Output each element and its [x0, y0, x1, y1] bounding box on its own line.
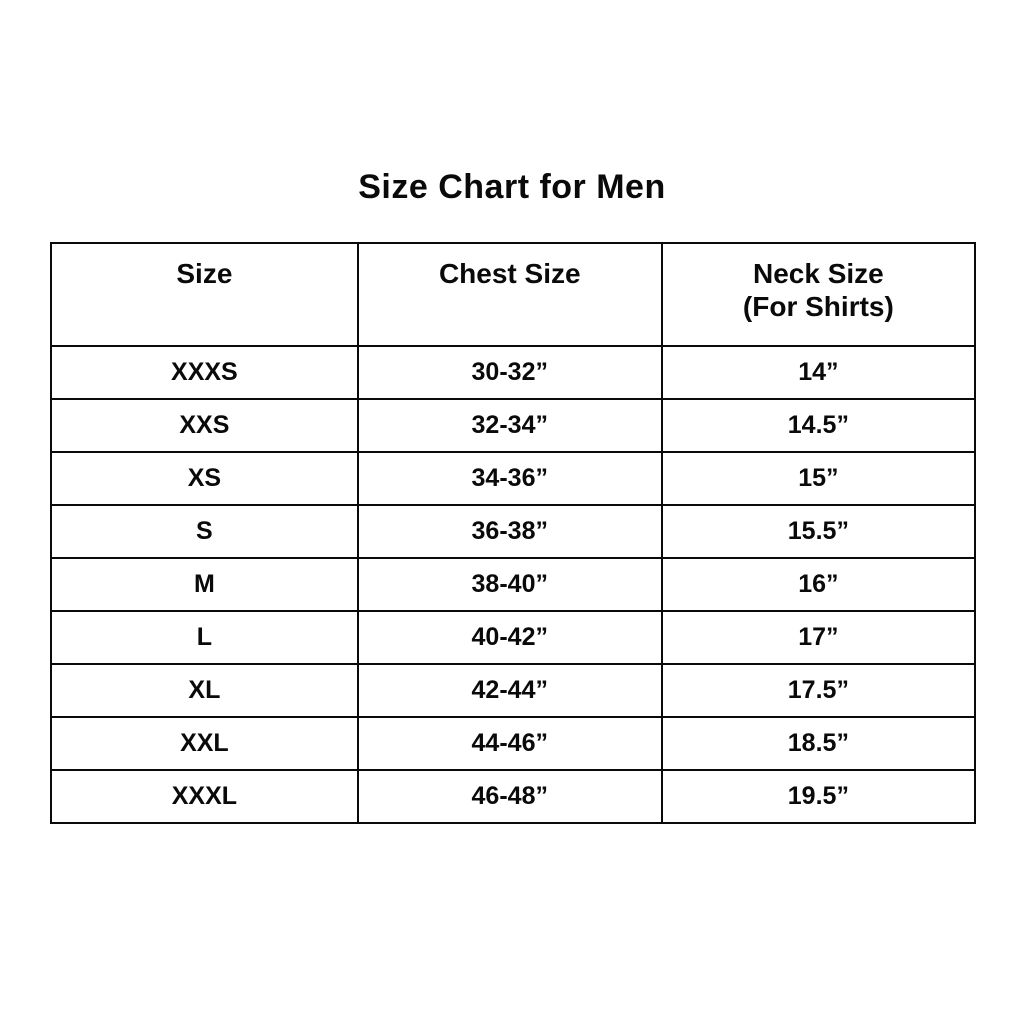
- column-header-size-label: Size: [176, 258, 233, 289]
- size-cell: XS: [50, 451, 359, 506]
- neck-cell: 17”: [660, 610, 977, 665]
- column-header-chest-label: Chest Size: [438, 258, 581, 289]
- column-header-chest: Chest Size: [356, 242, 663, 347]
- chest-cell: 30-32”: [356, 345, 663, 400]
- neck-cell: 14.5”: [660, 398, 977, 453]
- table-row: M 38-40” 16”: [50, 557, 977, 612]
- size-cell: S: [50, 504, 359, 559]
- size-cell: XXL: [50, 716, 359, 771]
- chest-cell: 42-44”: [356, 663, 663, 718]
- chest-cell: 34-36”: [356, 451, 663, 506]
- table-row: S 36-38” 15.5”: [50, 504, 977, 559]
- neck-cell: 15”: [660, 451, 977, 506]
- page-title: Size Chart for Men: [358, 168, 666, 206]
- size-cell: XXS: [50, 398, 359, 453]
- table-row: L 40-42” 17”: [50, 610, 977, 665]
- column-header-neck-note: (For Shirts): [742, 291, 894, 323]
- chest-cell: 44-46”: [356, 716, 663, 771]
- table-row: XXXS 30-32” 14”: [50, 345, 977, 400]
- column-header-size: Size: [50, 242, 359, 347]
- size-cell: M: [50, 557, 359, 612]
- header-row: Size Chest Size Neck Size (For Shirts): [50, 242, 977, 347]
- chest-cell: 46-48”: [356, 769, 663, 824]
- column-header-neck-label: Neck Size: [753, 258, 884, 289]
- size-cell: XXXL: [50, 769, 359, 824]
- size-cell: XXXS: [50, 345, 359, 400]
- neck-cell: 16”: [660, 557, 977, 612]
- size-chart-table: Size Chest Size Neck Size (For Shirts) X…: [50, 242, 977, 824]
- chest-cell: 36-38”: [356, 504, 663, 559]
- neck-cell: 14”: [660, 345, 977, 400]
- chest-cell: 32-34”: [356, 398, 663, 453]
- table-row: XL 42-44” 17.5”: [50, 663, 977, 718]
- neck-cell: 17.5”: [660, 663, 977, 718]
- chest-cell: 38-40”: [356, 557, 663, 612]
- table-row: XXL 44-46” 18.5”: [50, 716, 977, 771]
- size-cell: XL: [50, 663, 359, 718]
- neck-cell: 18.5”: [660, 716, 977, 771]
- chest-cell: 40-42”: [356, 610, 663, 665]
- neck-cell: 15.5”: [660, 504, 977, 559]
- column-header-neck: Neck Size (For Shirts): [660, 242, 977, 347]
- neck-cell: 19.5”: [660, 769, 977, 824]
- table-row: XS 34-36” 15”: [50, 451, 977, 506]
- table-row: XXXL 46-48” 19.5”: [50, 769, 977, 824]
- table-row: XXS 32-34” 14.5”: [50, 398, 977, 453]
- size-cell: L: [50, 610, 359, 665]
